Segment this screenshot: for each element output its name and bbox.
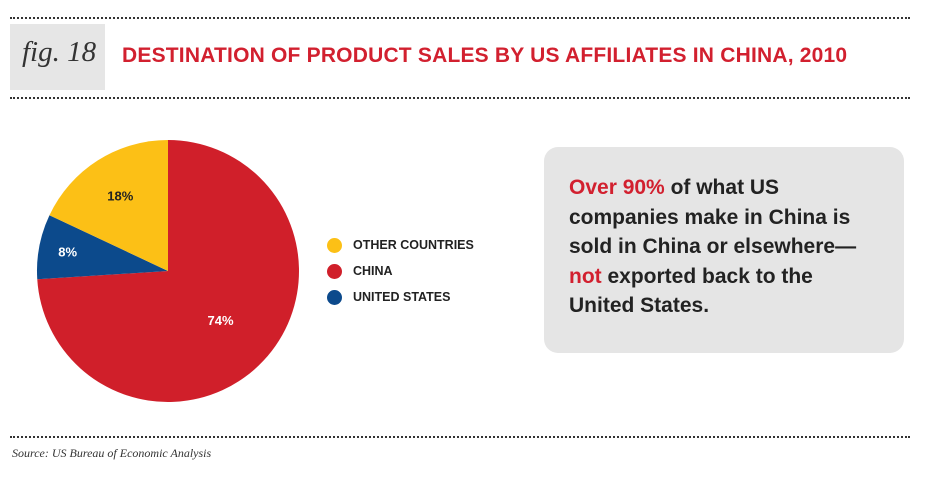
pie-slice-other-countries — [49, 140, 169, 271]
header-divider — [10, 97, 910, 99]
legend-label: UNITED STATES — [353, 290, 451, 304]
figure-number-box: fig. 18 — [10, 24, 105, 90]
pie-label-other-countries: 18% — [107, 188, 133, 203]
legend-item-united-states: UNITED STATES — [327, 284, 474, 310]
callout-text: Over 90% of what US companies make in Ch… — [569, 173, 884, 321]
figure-number: fig. 18 — [22, 36, 97, 68]
chart-title: DESTINATION OF PRODUCT SALES BY US AFFIL… — [122, 44, 848, 67]
top-divider — [10, 17, 910, 19]
legend-label: CHINA — [353, 264, 393, 278]
legend-item-china: CHINA — [327, 258, 474, 284]
pie-slice-united-states — [36, 215, 168, 280]
legend-swatch — [327, 263, 342, 279]
source-note: Source: US Bureau of Economic Analysis — [12, 446, 212, 460]
pie-label-china: 74% — [208, 313, 234, 328]
callout-highlight: not — [569, 264, 602, 288]
footer-divider — [10, 436, 910, 438]
legend-swatch — [327, 237, 342, 253]
callout-highlight: Over 90% — [569, 176, 665, 199]
callout-box: Over 90% of what US companies make in Ch… — [544, 147, 904, 353]
pie-slice-china — [37, 140, 300, 403]
legend-swatch — [327, 289, 342, 305]
legend-item-other-countries: OTHER COUNTRIES — [327, 232, 474, 258]
chart-legend: OTHER COUNTRIES CHINA UNITED STATES — [327, 232, 474, 310]
legend-label: OTHER COUNTRIES — [353, 238, 474, 252]
callout-segment: exported back to the United States. — [569, 264, 813, 318]
pie-label-united-states: 8% — [58, 244, 77, 259]
callout-segment: of what US companies make in China is so… — [569, 176, 857, 258]
